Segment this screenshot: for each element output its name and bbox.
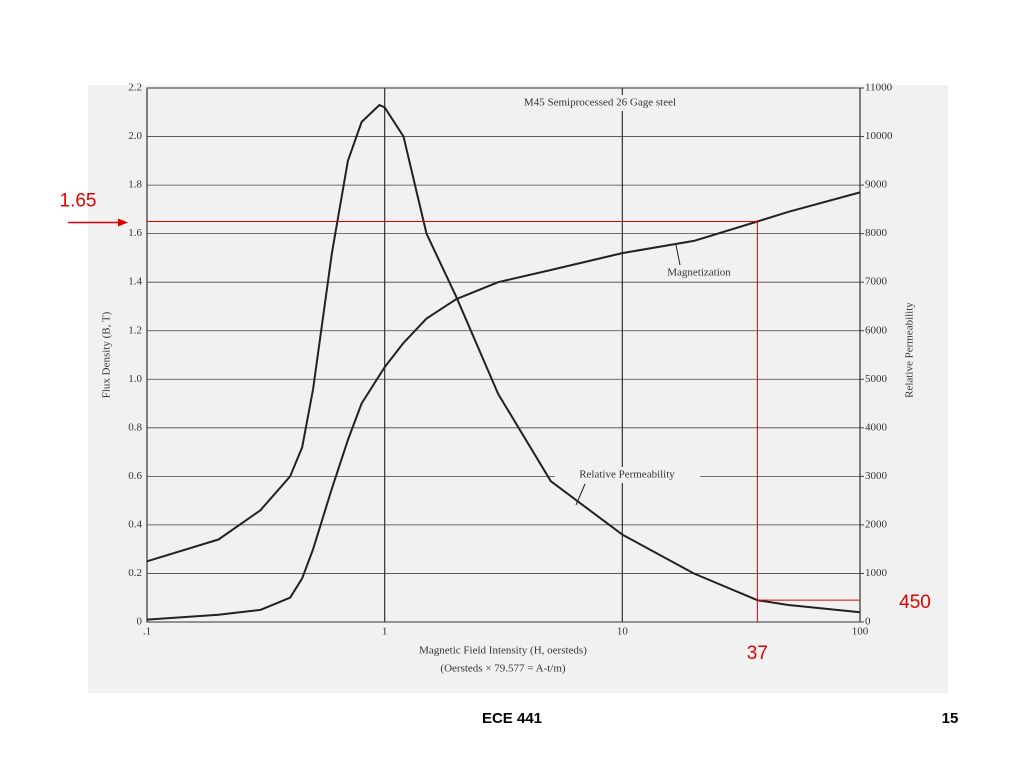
y-tick-label: 0 bbox=[137, 616, 143, 628]
x-tick-label: 10 bbox=[617, 626, 629, 638]
y-tick-label: 1.6 bbox=[128, 227, 142, 239]
reference-label: 37 bbox=[747, 643, 768, 664]
label-backdrop bbox=[650, 265, 748, 281]
y2-tick-label: 11000 bbox=[865, 82, 893, 94]
y2-tick-label: 7000 bbox=[865, 276, 888, 288]
y2-tick-label: 6000 bbox=[865, 324, 888, 336]
y2-tick-label: 10000 bbox=[865, 130, 893, 142]
chart-background bbox=[88, 85, 948, 693]
reference-label: 1.65 bbox=[60, 191, 97, 212]
plot-frame bbox=[146, 87, 861, 623]
series-label: Relative Permeability bbox=[579, 469, 675, 481]
x-tick-label: .1 bbox=[143, 626, 151, 638]
y2-tick-label: 9000 bbox=[865, 179, 888, 191]
footer-course: ECE 441 bbox=[482, 710, 542, 727]
y-tick-label: 1.0 bbox=[128, 373, 142, 385]
y2-tick-label: 8000 bbox=[865, 227, 888, 239]
y2-axis-label: Relative Permeability bbox=[904, 302, 916, 398]
y2-tick-label: 2000 bbox=[865, 518, 888, 530]
y-tick-label: 1.4 bbox=[128, 276, 142, 288]
y2-tick-label: 4000 bbox=[865, 421, 888, 433]
x-tick-label: 100 bbox=[852, 626, 869, 638]
reference-label: 450 bbox=[899, 592, 931, 613]
label-backdrop bbox=[555, 467, 700, 483]
y-axis-label: Flux Density (B, T) bbox=[101, 311, 113, 398]
y2-tick-label: 0 bbox=[865, 616, 871, 628]
y-tick-label: 0.8 bbox=[128, 421, 142, 433]
plot bbox=[146, 87, 864, 623]
label-arrow bbox=[675, 244, 681, 266]
chart-title: M45 Semiprocessed 26 Gage steel bbox=[524, 97, 676, 109]
x-axis-label: Magnetic Field Intensity (H, oersteds) bbox=[419, 645, 587, 657]
y-tick-label: 0.4 bbox=[128, 518, 142, 530]
y-tick-label: 2.0 bbox=[128, 130, 142, 142]
y-tick-label: 1.2 bbox=[128, 324, 142, 336]
y2-tick-label: 3000 bbox=[865, 470, 888, 482]
x-axis-label: (Oersteds × 79.577 = A-t/m) bbox=[440, 663, 565, 675]
y2-tick-label: 5000 bbox=[865, 373, 888, 385]
y-tick-label: 0.2 bbox=[128, 567, 142, 579]
y-tick-label: 2.2 bbox=[128, 82, 142, 94]
x-tick-label: 1 bbox=[382, 626, 388, 638]
series-line bbox=[146, 104, 861, 614]
y-tick-label: 0.6 bbox=[128, 470, 142, 482]
reference-arrowhead bbox=[118, 218, 128, 227]
footer-page: 15 bbox=[942, 710, 959, 727]
y2-tick-label: 1000 bbox=[865, 567, 888, 579]
title-backdrop bbox=[480, 95, 710, 111]
y-tick-label: 1.8 bbox=[128, 179, 142, 191]
series-line bbox=[146, 191, 861, 621]
series-label: Magnetization bbox=[667, 267, 731, 279]
